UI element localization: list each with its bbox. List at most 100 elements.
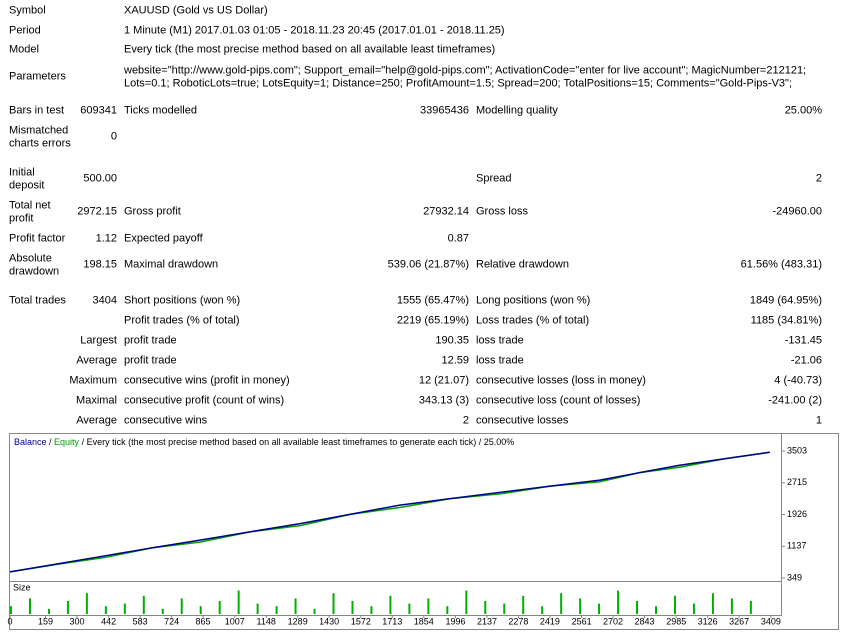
stat-label: Long positions (won %)	[476, 294, 591, 307]
size-bar	[408, 603, 411, 614]
stat-value: 12 (21.07)	[418, 374, 469, 387]
stat-value: 27932.14	[423, 205, 469, 218]
stat-value: Maximum	[69, 374, 117, 387]
field-value: 1 Minute (M1) 2017.01.03 01:05 - 2018.11…	[124, 24, 505, 37]
x-tick-label: 1148	[257, 616, 276, 626]
stat-value: 61.56% (483.31)	[740, 258, 822, 271]
x-tick-label: 3267	[729, 616, 749, 626]
stat-value: 1555 (65.47%)	[396, 294, 469, 307]
stat-value: Average	[76, 414, 117, 427]
stat-value: 198.15	[83, 258, 117, 271]
separator: /	[476, 437, 484, 447]
size-bar	[655, 606, 658, 614]
x-tick-label: 2419	[540, 616, 560, 626]
size-bar	[142, 595, 145, 614]
stat-value: 0	[110, 130, 117, 143]
stat-value: 1185 (34.81%)	[750, 314, 822, 327]
x-tick-label: 3409	[761, 616, 781, 626]
stat-value: 33965436	[420, 104, 469, 117]
stat-label: Bars in test	[9, 104, 65, 117]
size-bar	[123, 603, 126, 614]
size-bar	[256, 603, 259, 614]
stat-label: Loss trades (% of total)	[476, 314, 590, 327]
size-bar	[218, 601, 221, 614]
size-bar	[465, 590, 468, 614]
stat-value: Maximal	[76, 394, 117, 407]
stat-label: Total net	[9, 199, 51, 211]
size-bar	[503, 603, 506, 614]
stat-value: 190.35	[435, 334, 469, 347]
stat-value: 343.13 (3)	[418, 394, 469, 407]
size-bar	[446, 606, 449, 614]
stat-value: 12.59	[441, 354, 469, 367]
stat-label: consecutive profit (count of wins)	[124, 394, 285, 407]
size-bar	[730, 598, 733, 614]
x-tick-label: 583	[133, 616, 148, 626]
x-tick-label: 159	[38, 616, 53, 626]
stat-label: loss trade	[476, 354, 524, 367]
x-tick-label: 865	[196, 616, 211, 626]
size-bar	[749, 601, 752, 614]
stat-value: 25.00%	[784, 104, 822, 117]
size-bar	[598, 603, 601, 614]
stat-value: Average	[76, 354, 117, 367]
size-area	[9, 581, 782, 616]
size-bar	[636, 601, 639, 614]
x-tick-label: 300	[69, 616, 84, 626]
stat-label: Initial	[9, 166, 35, 178]
stat-label: Maximal drawdown	[124, 258, 219, 271]
size-bar	[711, 593, 714, 614]
stat-label: consecutive wins	[124, 414, 208, 427]
stat-label: drawdown	[9, 265, 60, 277]
stat-value: 2219 (65.19%)	[396, 314, 469, 327]
size-bar	[104, 606, 107, 614]
field-label: Symbol	[9, 4, 46, 17]
stat-value: 0.87	[447, 232, 469, 245]
size-bar	[579, 598, 582, 614]
stat-label: profit trade	[124, 354, 177, 367]
field-value: Lots=0.1; RoboticLots=true; LotsEquity=1…	[124, 77, 792, 89]
stat-value: 609341	[80, 104, 117, 117]
field-label: Period	[9, 24, 41, 37]
y-tick-label: 3503	[787, 445, 807, 455]
size-bar	[85, 593, 88, 614]
size-bar	[370, 606, 373, 614]
stat-label: Spread	[476, 172, 512, 185]
stat-label: loss trade	[476, 334, 524, 347]
stat-label: Total trades	[9, 294, 66, 307]
x-tick-label: 2561	[572, 616, 592, 626]
stat-value: 4 (-40.73)	[774, 374, 822, 387]
size-label: Size	[13, 582, 31, 592]
stat-value: Largest	[80, 334, 117, 347]
stat-value: -241.00 (2)	[768, 394, 822, 407]
x-tick-label: 1996	[445, 616, 465, 626]
stat-value: 2	[815, 172, 822, 185]
size-bar	[180, 598, 183, 614]
stat-label: Profit trades (% of total)	[124, 314, 240, 327]
size-bar	[484, 601, 487, 614]
x-tick-label: 1007	[225, 616, 245, 626]
size-bar	[389, 595, 392, 614]
size-bar	[522, 595, 525, 614]
size-bar	[427, 598, 430, 614]
stat-value: -131.45	[784, 334, 822, 347]
stat-label: Profit factor	[9, 232, 66, 245]
y-tick-label: 349	[787, 572, 802, 582]
size-bar	[351, 601, 354, 614]
stat-label: Gross loss	[476, 205, 528, 218]
stat-value: 539.06 (21.87%)	[387, 258, 469, 271]
x-tick-label: 3126	[698, 616, 718, 626]
stat-value: 2	[462, 414, 469, 427]
x-tick-label: 724	[164, 616, 179, 626]
caption: Every tick (the most precise method base…	[87, 437, 477, 447]
x-tick-label: 2137	[477, 616, 497, 626]
legend: Balance / Equity / Every tick (the most …	[14, 437, 514, 447]
size-bar	[617, 590, 620, 614]
separator: /	[79, 437, 87, 447]
size-bar	[66, 601, 69, 614]
x-tick-label: 2278	[508, 616, 528, 626]
x-tick-label: 2985	[666, 616, 686, 626]
stat-value: 1849 (64.95%)	[749, 294, 822, 307]
stat-label: deposit	[9, 179, 45, 191]
x-tick-label: 1430	[319, 616, 339, 626]
